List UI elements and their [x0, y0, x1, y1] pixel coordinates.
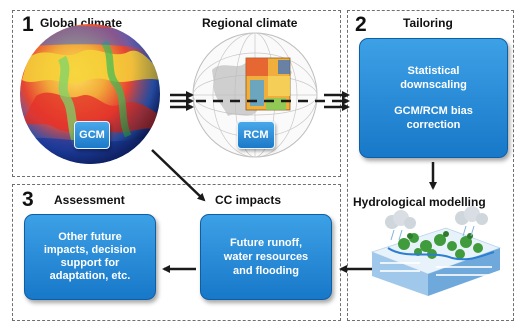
step-number-1: 1 — [22, 13, 34, 36]
gcm-tag: GCM — [74, 121, 110, 149]
panel-tailoring — [347, 10, 514, 321]
step-number-3: 3 — [22, 188, 34, 211]
cc-impacts-title: CC impacts — [215, 193, 282, 207]
tailoring-title: Tailoring — [403, 16, 453, 30]
tailoring-line-3: GCM/RCM bias — [394, 105, 473, 117]
tailoring-box: Statistical downscaling GCM/RCM bias cor… — [359, 38, 508, 158]
assessment-line-2: impacts, decision — [43, 244, 137, 256]
tailoring-line-1: Statistical — [407, 65, 460, 77]
step-number-2: 2 — [355, 13, 367, 36]
tailoring-line-2: downscaling — [400, 79, 467, 91]
tailoring-line-4: correction — [406, 119, 461, 131]
assessment-box: Other future impacts, decision support f… — [24, 214, 156, 300]
cc-impacts-box: Future runoff, water resources and flood… — [200, 214, 332, 300]
assessment-line-4: adaptation, etc. — [49, 270, 131, 282]
assessment-line-3: support for — [60, 257, 120, 269]
cc-impacts-line-1: Future runoff, — [229, 237, 303, 249]
cc-impacts-line-2: water resources — [223, 251, 309, 263]
hydrological-modelling-title: Hydrological modelling — [353, 195, 486, 209]
assessment-line-1: Other future — [58, 231, 122, 243]
assessment-title: Assessment — [54, 193, 125, 207]
panel-climate — [12, 10, 341, 177]
global-climate-title: Global climate — [40, 16, 123, 30]
regional-climate-title: Regional climate — [202, 16, 298, 30]
cc-impacts-line-3: and flooding — [233, 265, 299, 277]
rcm-tag: RCM — [237, 121, 275, 149]
